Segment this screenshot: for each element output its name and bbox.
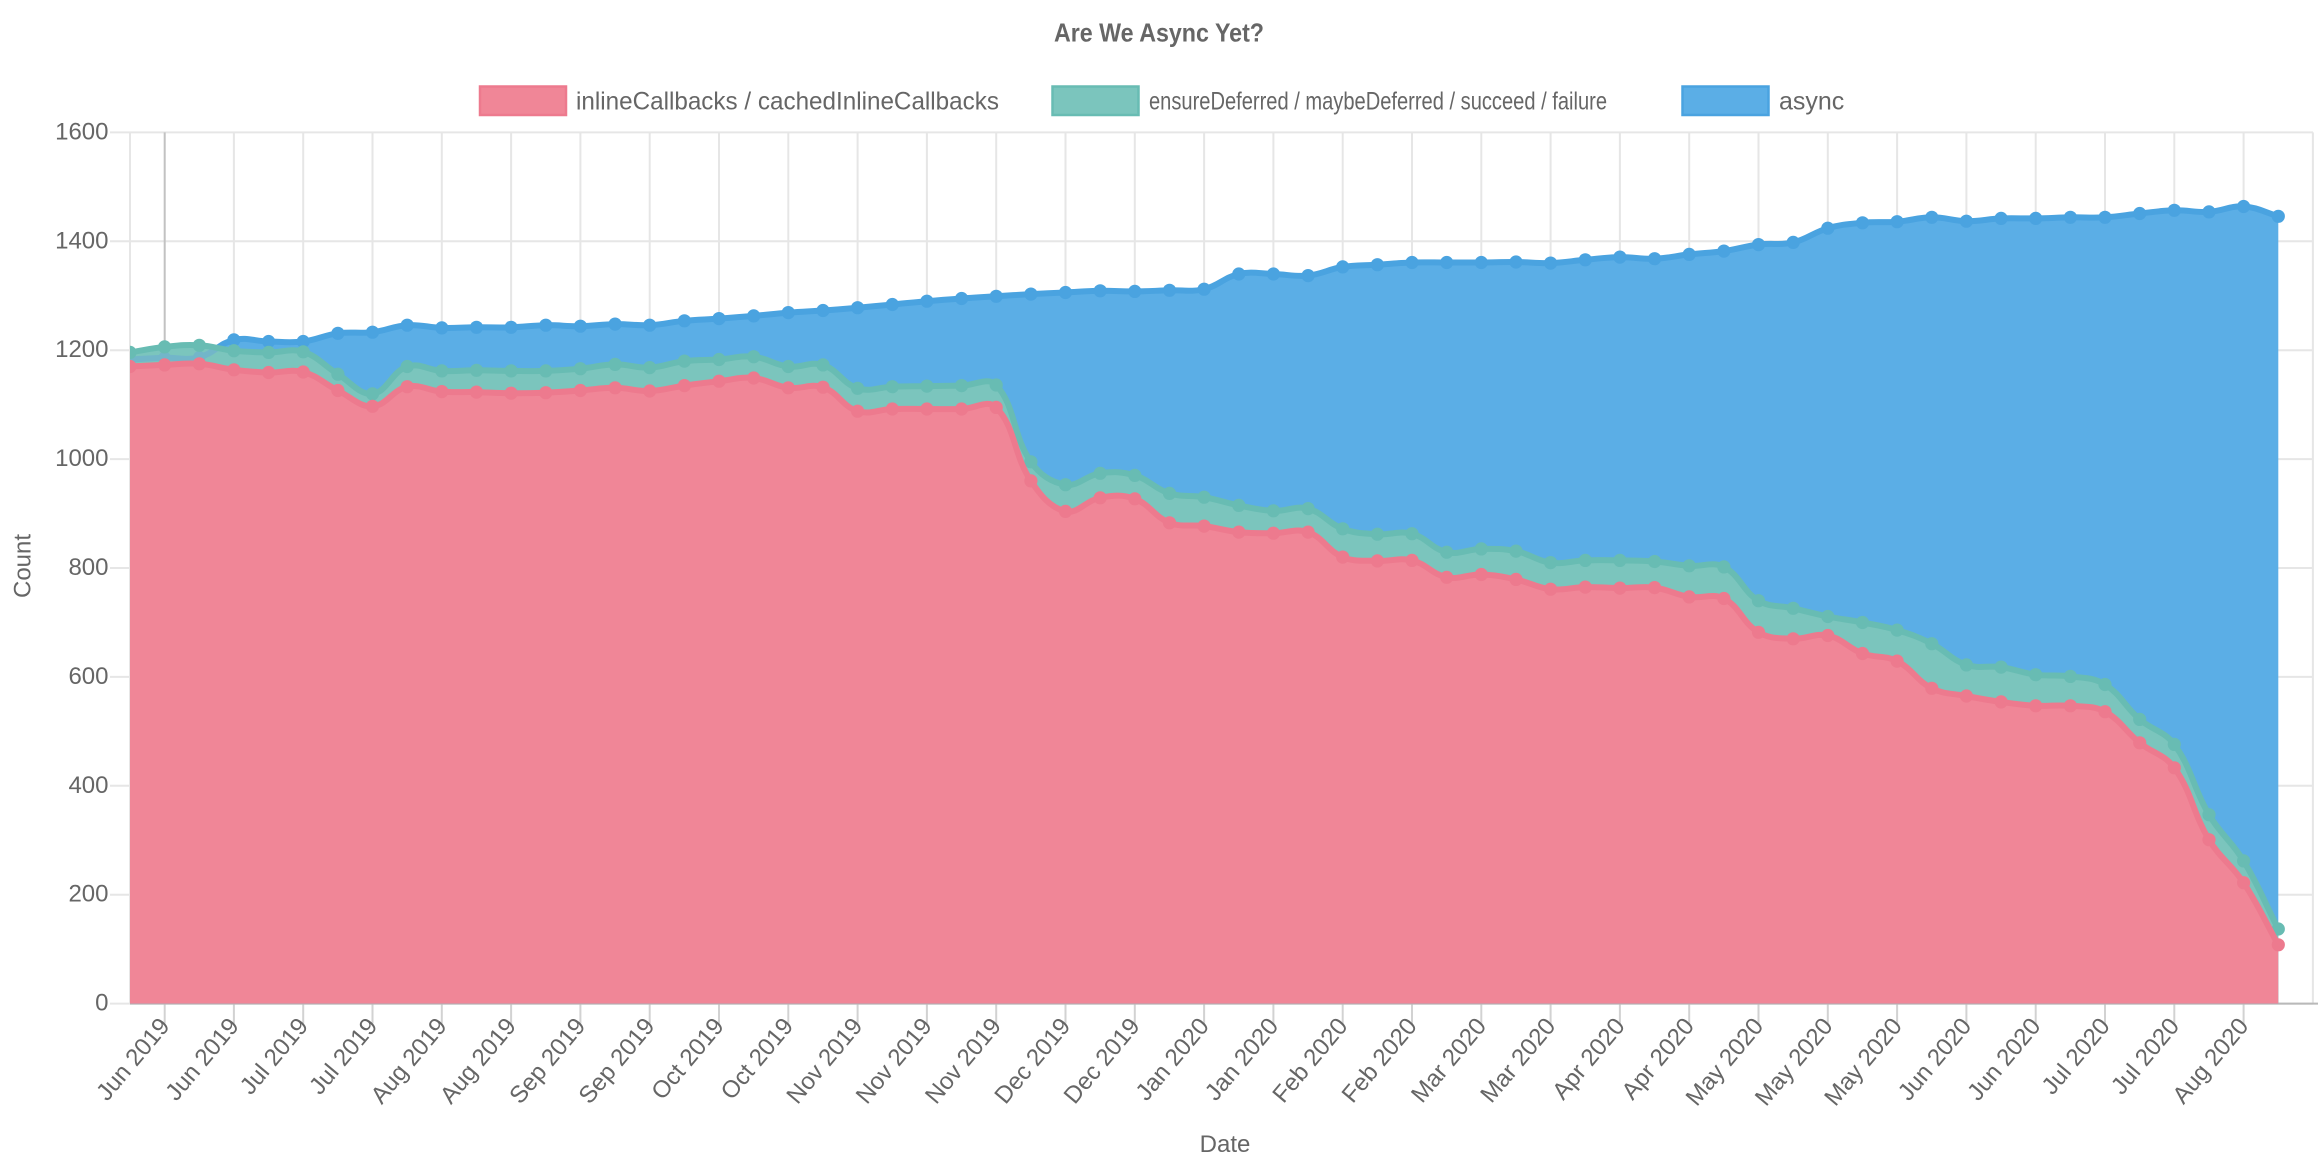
- svg-text:1000: 1000: [55, 445, 108, 472]
- svg-text:Date: Date: [1200, 1131, 1251, 1158]
- svg-text:1600: 1600: [55, 118, 108, 145]
- svg-text:Count: Count: [10, 534, 37, 598]
- svg-text:inlineCallbacks / cachedInline: inlineCallbacks / cachedInlineCallbacks: [576, 88, 999, 116]
- svg-text:800: 800: [68, 554, 108, 581]
- svg-text:Are We Async Yet?: Are We Async Yet?: [1054, 18, 1264, 48]
- svg-text:ensureDeferred / maybeDeferred: ensureDeferred / maybeDeferred / succeed…: [1149, 88, 1607, 116]
- svg-text:400: 400: [68, 772, 108, 799]
- svg-text:1200: 1200: [55, 336, 108, 363]
- svg-text:600: 600: [68, 663, 108, 690]
- svg-text:async: async: [1779, 88, 1844, 116]
- svg-text:1400: 1400: [55, 227, 108, 254]
- svg-text:200: 200: [68, 881, 108, 908]
- svg-text:0: 0: [95, 990, 108, 1017]
